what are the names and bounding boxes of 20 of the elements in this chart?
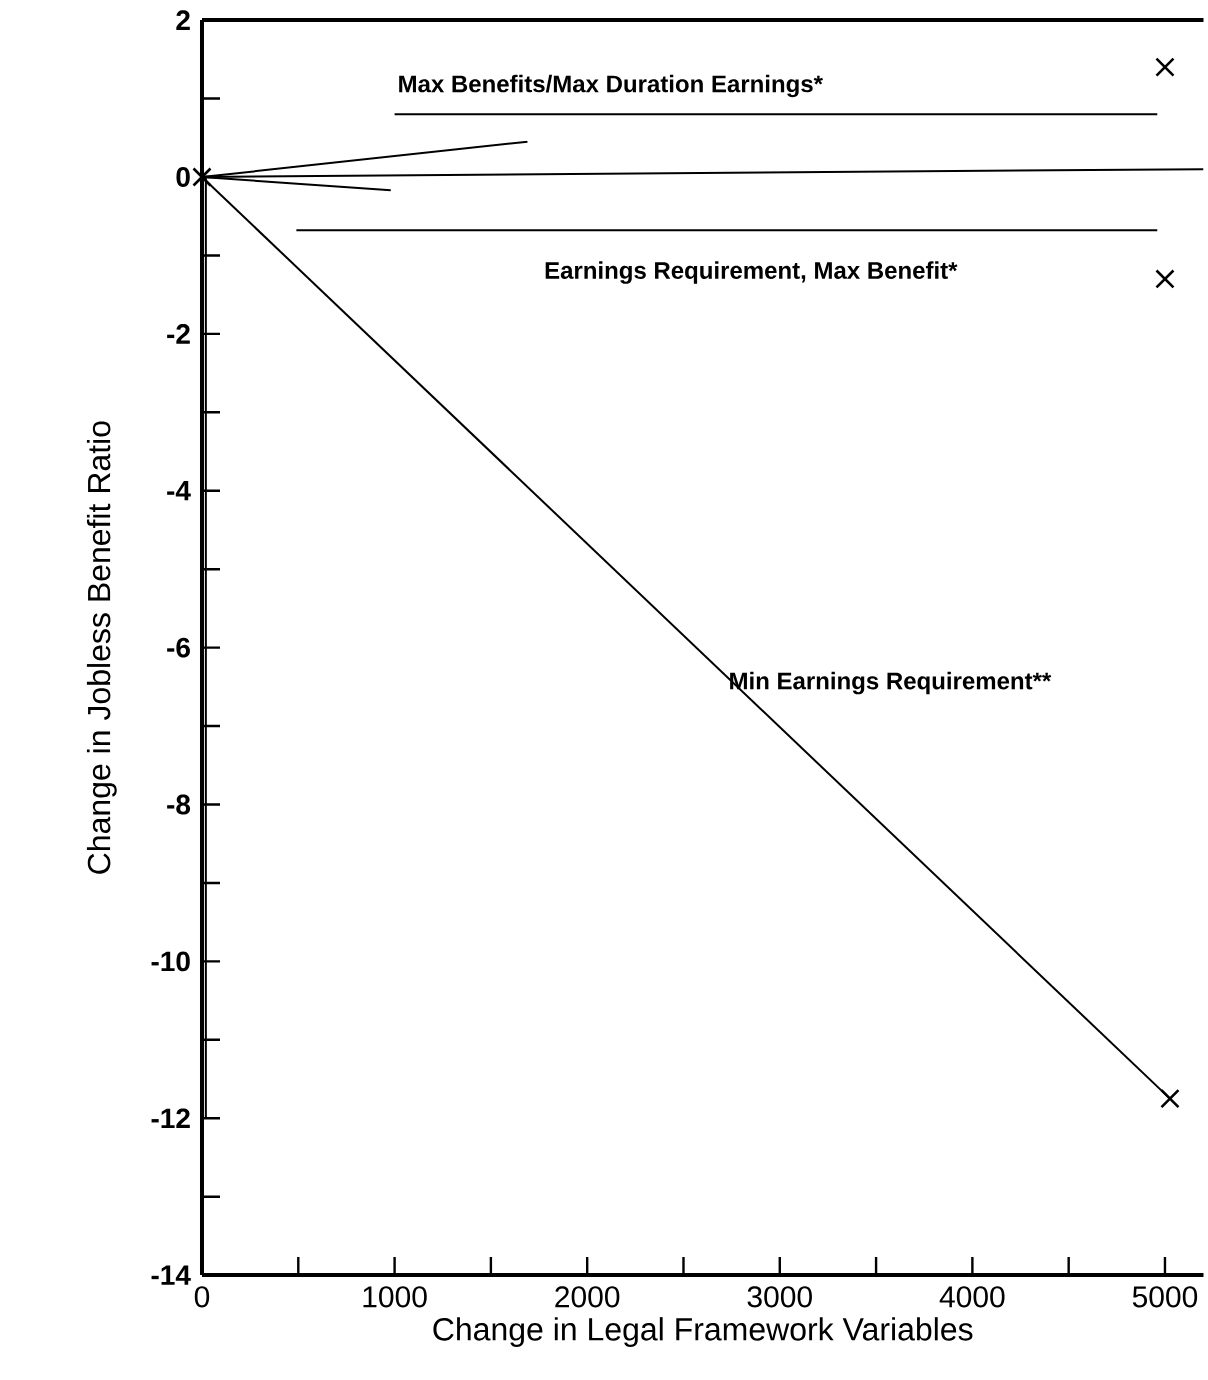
y-tick-label: -2 bbox=[167, 324, 190, 344]
y-tick-label: -14 bbox=[151, 1265, 191, 1285]
x-tick-label: 2000 bbox=[555, 1286, 620, 1308]
series-label: Earnings Requirement, Max Benefit* bbox=[545, 261, 958, 284]
y-tick-label: -6 bbox=[167, 637, 190, 658]
x-axis-title: Change in Legal Framework Variables bbox=[433, 1317, 973, 1347]
series-label: Min Earnings Requirement** bbox=[730, 671, 1052, 695]
y-axis-title: Change in Jobless Benefit Ratio bbox=[86, 421, 117, 874]
y-tick-label: -10 bbox=[151, 951, 190, 972]
x-tick-label: 1000 bbox=[363, 1286, 427, 1308]
y-tick-label: -4 bbox=[167, 481, 191, 501]
x-tick-label: 0 bbox=[194, 1286, 210, 1308]
y-tick-label: 0 bbox=[176, 167, 190, 187]
x-tick-label: 5000 bbox=[1132, 1286, 1198, 1308]
y-tick-label: 2 bbox=[176, 10, 190, 30]
x-tick-label: 4000 bbox=[939, 1286, 1005, 1308]
series-label: Max Benefits/Max Duration Earnings* bbox=[399, 74, 823, 98]
x-tick-label: 3000 bbox=[747, 1286, 812, 1308]
y-tick-label: -8 bbox=[167, 794, 191, 815]
y-tick-label: -12 bbox=[151, 1108, 190, 1129]
